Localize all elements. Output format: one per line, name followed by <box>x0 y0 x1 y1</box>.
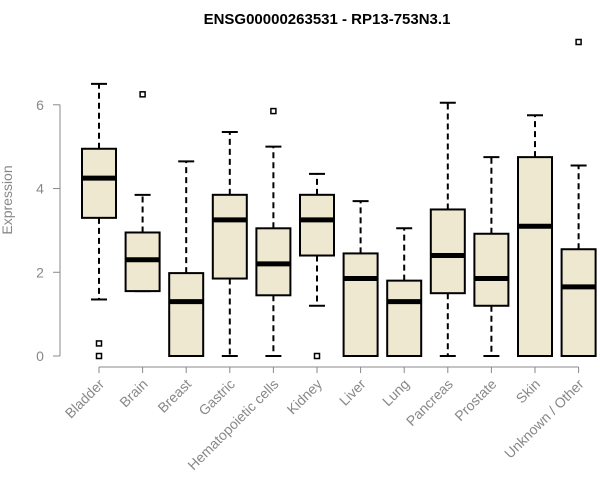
box-group <box>255 107 292 357</box>
y-tick-label: 2 <box>36 264 44 280</box>
x-tick-label: Breast <box>154 376 194 416</box>
x-tick-label: Unknown / Other <box>501 376 587 462</box>
outlier-point <box>270 107 277 115</box>
box-group <box>124 91 161 293</box>
y-tick-label: 6 <box>36 97 44 113</box>
box-group <box>299 172 335 360</box>
outlier-point <box>139 91 146 98</box>
x-tick-label: Skin <box>513 376 544 407</box>
chart-title: ENSG00000263531 - RP13-753N3.1 <box>204 11 451 28</box>
x-tick-label: Gastric <box>195 376 238 419</box>
x-tick-label: Kidney <box>284 376 326 418</box>
outlier-point <box>95 340 103 347</box>
box-iqr <box>342 252 379 357</box>
x-tick-label: Lung <box>379 376 412 409</box>
y-axis-label: Expression <box>0 165 15 234</box>
y-axis: 0 2 4 6 <box>36 97 61 364</box>
y-tick-label: 0 <box>36 348 44 364</box>
outlier-point <box>575 38 582 46</box>
box-iqr <box>473 232 510 307</box>
box-iqr <box>168 272 205 358</box>
box-iqr <box>560 248 597 358</box>
box-group <box>81 82 117 360</box>
box-group <box>517 114 553 357</box>
x-tick-label: Liver <box>336 376 369 409</box>
box-iqr <box>299 193 335 257</box>
plot-area <box>81 38 597 360</box>
x-tick-label: Bladder <box>62 376 108 422</box>
x-tick-label: Pancreas <box>403 376 456 429</box>
box-iqr <box>386 279 423 358</box>
box-iqr <box>211 193 248 280</box>
box-group <box>386 227 423 358</box>
box-group <box>473 156 510 357</box>
y-tick-label: 4 <box>36 181 44 197</box>
box-group <box>342 200 379 357</box>
box-group <box>168 160 205 358</box>
box-group <box>211 131 248 357</box>
x-tick-label: Prostate <box>451 376 499 424</box>
outlier-point <box>95 352 103 360</box>
box-iqr <box>517 156 553 357</box>
outlier-point <box>313 352 321 360</box>
x-tick-label: Brain <box>116 376 150 410</box>
box-group <box>560 38 597 358</box>
box-group <box>429 101 466 357</box>
box-iqr <box>429 208 466 295</box>
box-iqr <box>81 147 117 219</box>
